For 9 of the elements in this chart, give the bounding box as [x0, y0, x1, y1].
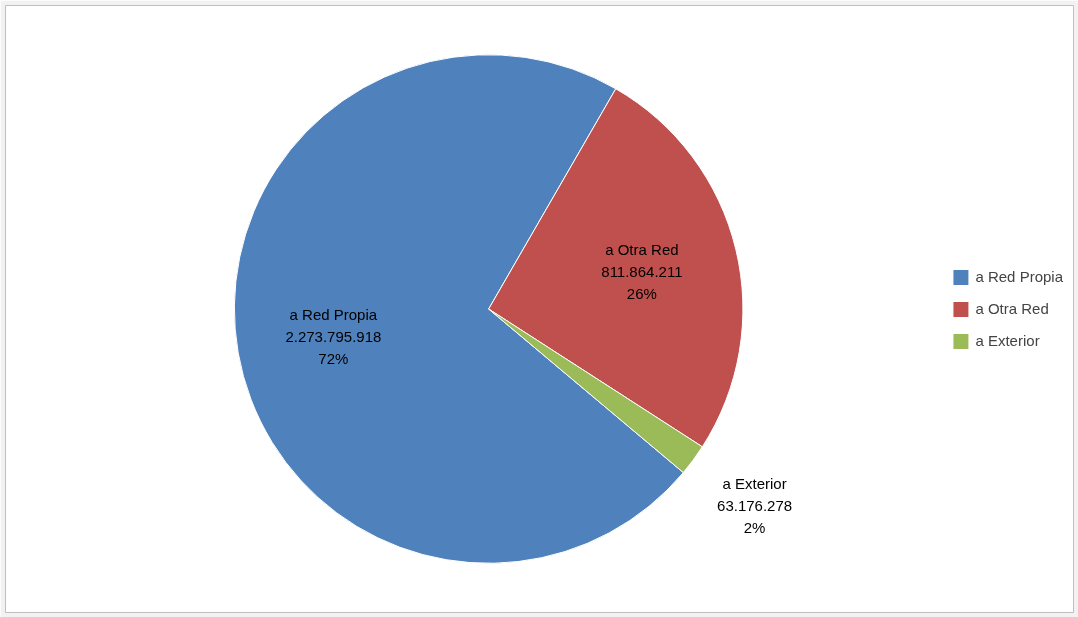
legend-label: a Otra Red [975, 300, 1049, 317]
legend-label: a Red Propia [975, 268, 1063, 285]
data-label: 2.273.795.918 72% [285, 327, 382, 367]
slice-label: a Exterior [722, 475, 787, 493]
slice-label: a Otra Red [605, 241, 679, 259]
slice-label: a Red Propia [289, 305, 378, 323]
legend-label: a Exterior [975, 332, 1040, 349]
data-label: 811.864.211 26% [601, 263, 683, 303]
data-label: 63.176.278 2% [717, 497, 793, 537]
